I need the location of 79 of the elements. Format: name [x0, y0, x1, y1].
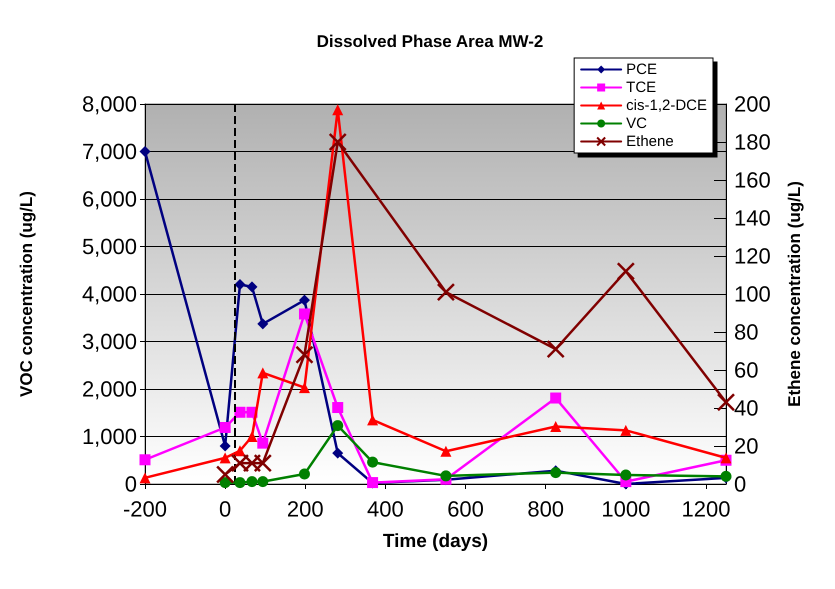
point	[332, 448, 344, 459]
legend-label: Ethene	[626, 133, 674, 150]
y2-axis-title: Ethene concentration (ug/L)	[785, 181, 804, 407]
x-tick-label: 1000	[601, 496, 650, 522]
y2-tick-label: 160	[734, 168, 771, 192]
y-tick-label: 1,000	[82, 424, 137, 449]
legend-label: PCE	[626, 61, 657, 78]
point	[220, 422, 231, 433]
y2-tick-label: 140	[734, 206, 771, 230]
point	[550, 421, 562, 432]
x-tick-label: 600	[447, 496, 484, 522]
x-tick-label: 800	[527, 496, 564, 522]
y2-tick-label: 0	[734, 472, 746, 496]
point	[367, 414, 378, 426]
point	[298, 294, 310, 306]
point	[246, 431, 258, 442]
point	[234, 477, 246, 488]
point	[298, 468, 310, 480]
point	[140, 472, 150, 484]
point	[254, 454, 272, 472]
point	[140, 146, 150, 157]
point	[257, 318, 268, 330]
y2-tick-label: 40	[734, 396, 758, 420]
point	[257, 367, 268, 378]
x-tick-label: 400	[367, 496, 404, 522]
point	[440, 470, 452, 482]
y2-tick-label: 120	[734, 244, 771, 268]
point	[720, 452, 732, 464]
point	[246, 281, 258, 292]
point	[140, 454, 150, 466]
point	[436, 282, 456, 302]
y2-tick-label: 60	[734, 358, 758, 382]
point	[298, 308, 310, 320]
point	[220, 440, 231, 452]
legend-label: cis-1,2-DCE	[626, 97, 708, 114]
point	[620, 424, 632, 436]
y-tick-label: 0	[124, 472, 137, 496]
point	[616, 262, 636, 280]
point	[234, 406, 246, 418]
point	[257, 438, 268, 449]
x-tick-label: 0	[219, 496, 232, 522]
point	[620, 469, 632, 480]
chart-title: Dissolved Phase Area MW-2	[316, 32, 544, 51]
y2-tick-label: 100	[734, 282, 771, 306]
y2-tick-label: 180	[734, 130, 771, 154]
point	[332, 402, 344, 414]
x-tick-label: -200	[122, 496, 168, 522]
point	[546, 340, 565, 358]
point	[216, 465, 234, 484]
point	[257, 476, 268, 488]
point	[332, 104, 344, 116]
point	[246, 476, 258, 488]
point	[440, 446, 452, 457]
point	[550, 392, 562, 404]
x-axis-title: Time (days)	[382, 531, 488, 552]
y-tick-label: 4,000	[82, 282, 137, 306]
y2-tick-label: 80	[734, 320, 758, 344]
y2-tick-label: 200	[734, 92, 771, 116]
point	[332, 420, 344, 432]
point	[295, 346, 314, 364]
y-tick-label: 5,000	[82, 234, 137, 259]
y-tick-label: 6,000	[82, 186, 137, 212]
y-tick-label: 2,000	[82, 376, 137, 402]
point	[234, 279, 246, 290]
point	[298, 382, 310, 394]
legend-label: TCE	[626, 79, 656, 96]
point	[716, 393, 736, 412]
x-tick-label: 200	[286, 496, 324, 522]
y-tick-label: 3,000	[82, 329, 137, 354]
y-axis-title: VOC concentration (ug/L)	[17, 191, 36, 397]
point	[234, 445, 246, 456]
point	[367, 456, 378, 468]
y2-tick-label: 20	[734, 434, 758, 458]
y-tick-label: 8,000	[82, 92, 137, 116]
x-tick-label: 1200	[681, 496, 730, 522]
point	[220, 452, 231, 464]
point	[328, 132, 347, 152]
legend-label: VC	[626, 115, 648, 132]
y-tick-label: 7,000	[82, 139, 137, 164]
